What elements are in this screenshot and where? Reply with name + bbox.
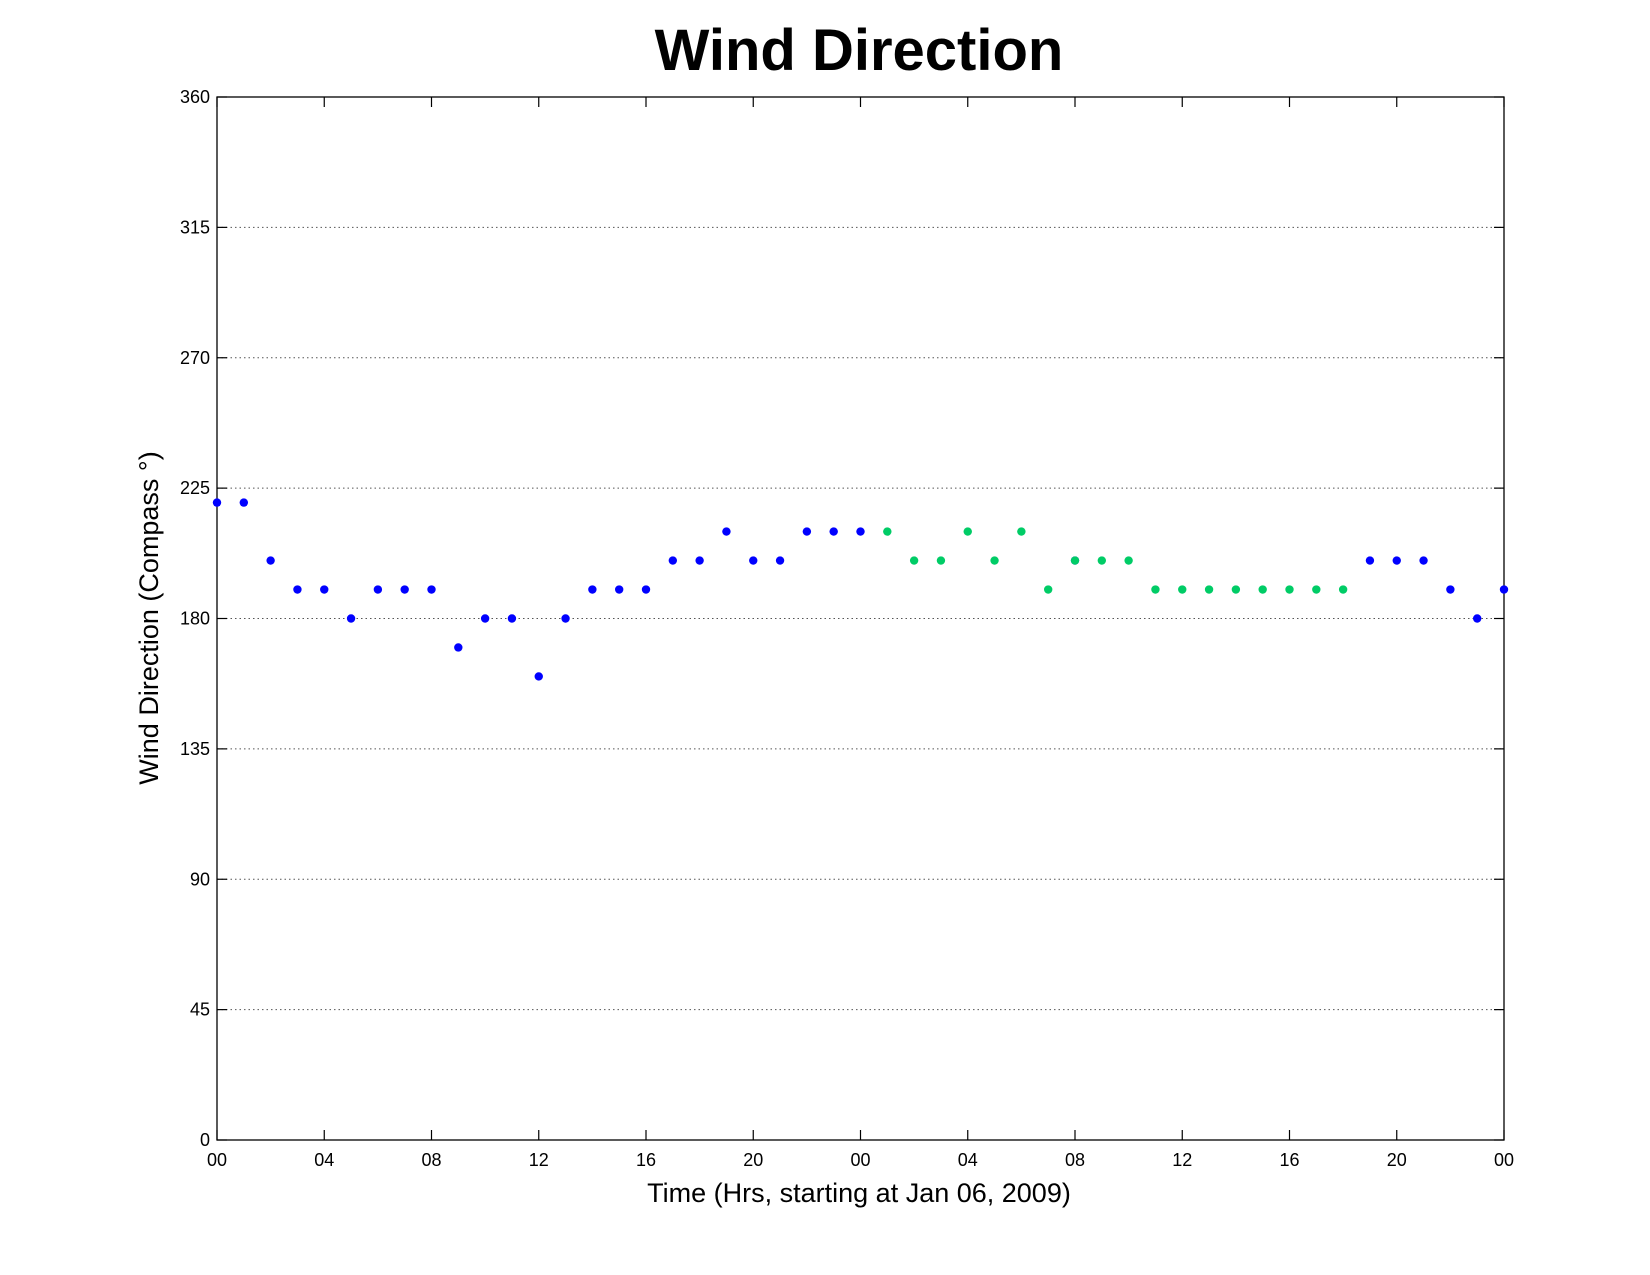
data-point (1258, 585, 1267, 594)
chart-title: Wind Direction (655, 18, 1064, 83)
data-point (775, 556, 785, 565)
x-tick-label: 12 (1172, 1150, 1192, 1170)
y-tick-label: 135 (180, 739, 210, 759)
data-point (829, 527, 838, 536)
data-point (990, 556, 999, 565)
data-point (239, 498, 249, 507)
y-tick-label: 270 (180, 348, 210, 368)
y-tick-label: 90 (190, 869, 210, 889)
x-tick-label: 16 (636, 1150, 656, 1170)
data-point (856, 527, 865, 536)
data-point (320, 585, 329, 594)
data-point (1499, 585, 1509, 594)
data-point (883, 527, 892, 536)
data-point (963, 527, 972, 536)
x-tick-label: 20 (743, 1150, 763, 1170)
x-tick-label: 08 (1065, 1150, 1085, 1170)
data-point (1151, 585, 1160, 594)
data-point (1070, 556, 1080, 565)
data-points (212, 498, 1509, 681)
data-point (293, 585, 302, 594)
data-point (1312, 585, 1321, 594)
series-1 (212, 498, 1509, 681)
x-tick-label: 16 (1279, 1150, 1299, 1170)
data-point (373, 585, 383, 594)
data-point (507, 614, 517, 623)
x-tick-label: 00 (207, 1150, 227, 1170)
data-point (1419, 556, 1428, 565)
data-point (1043, 585, 1053, 594)
data-point (909, 556, 919, 565)
data-point (212, 498, 222, 507)
y-axis-label: Wind Direction (Compass °) (134, 451, 164, 784)
data-point (1124, 556, 1133, 565)
y-tick-label: 0 (200, 1130, 210, 1150)
x-tick-label: 04 (314, 1150, 334, 1170)
x-tick-label: 12 (529, 1150, 549, 1170)
data-point (346, 614, 356, 623)
y-tick-label: 360 (180, 87, 210, 107)
data-point (1365, 556, 1375, 565)
data-point (722, 527, 731, 536)
data-point (1204, 585, 1214, 594)
x-tick-label: 08 (421, 1150, 441, 1170)
y-tick-label: 45 (190, 1000, 210, 1020)
data-point (802, 527, 812, 536)
y-tick-label: 180 (180, 609, 210, 629)
data-point (1338, 585, 1348, 594)
data-point (454, 643, 463, 652)
series-2 (883, 527, 1348, 594)
data-point (1231, 585, 1241, 594)
data-point (1097, 556, 1107, 565)
data-point (561, 614, 570, 623)
data-point (1285, 585, 1294, 594)
x-tick-label: 04 (958, 1150, 978, 1170)
y-axis-ticks: 0 45 90 135 180 225 270 315 360 (180, 87, 1504, 1150)
x-tick-label: 00 (850, 1150, 870, 1170)
data-point (614, 585, 624, 594)
x-axis-label: Time (Hrs, starting at Jan 06, 2009) (647, 1178, 1071, 1208)
y-tick-label: 225 (180, 478, 210, 498)
gridlines (217, 226, 1504, 1011)
data-point (695, 556, 704, 565)
data-point (1017, 527, 1026, 536)
x-tick-label: 00 (1494, 1150, 1514, 1170)
data-point (400, 585, 409, 594)
data-point (588, 585, 597, 594)
data-point (427, 585, 436, 594)
data-point (749, 556, 758, 565)
data-point (668, 556, 678, 565)
data-point (1392, 556, 1401, 565)
data-point (1472, 614, 1482, 623)
data-point (936, 556, 946, 565)
x-axis-ticks: 00 04 08 12 16 20 00 04 08 12 16 20 00 (207, 97, 1514, 1170)
y-tick-label: 315 (180, 217, 210, 237)
data-point (1178, 585, 1187, 594)
data-point (266, 556, 275, 565)
data-point (641, 585, 651, 594)
data-point (534, 672, 543, 681)
data-point (1446, 585, 1455, 594)
data-point (480, 614, 490, 623)
x-tick-label: 20 (1387, 1150, 1407, 1170)
